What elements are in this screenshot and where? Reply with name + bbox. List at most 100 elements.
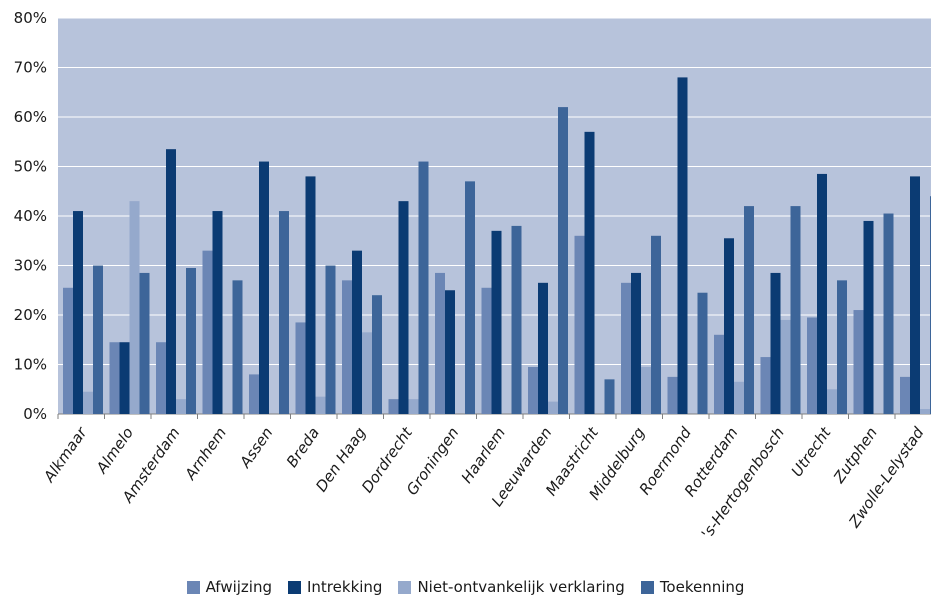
bar: [883, 213, 894, 414]
bar: [176, 399, 186, 414]
x-category-label: Utrecht: [788, 423, 835, 480]
bar: [641, 366, 651, 414]
bar: [295, 322, 306, 414]
bar: [279, 211, 289, 414]
bar: [119, 342, 130, 414]
bar: [574, 235, 585, 414]
bar: [744, 206, 754, 414]
bar: [212, 211, 223, 414]
legend-item: Intrekking: [288, 578, 382, 596]
bar: [584, 131, 595, 414]
bar: [697, 292, 708, 414]
bar: [853, 310, 864, 414]
y-tick-label: 80%: [14, 9, 47, 27]
bar: [837, 280, 847, 414]
y-tick-label: 20%: [14, 306, 47, 324]
bar: [481, 287, 492, 414]
bar: [604, 379, 615, 414]
bar: [863, 220, 874, 414]
legend-swatch: [398, 580, 412, 594]
bar: [900, 376, 910, 414]
bar: [491, 230, 502, 414]
bar: [305, 176, 316, 414]
legend-label: Toekenning: [659, 578, 745, 596]
bar: [93, 265, 103, 414]
x-category-label: Almelo: [92, 424, 137, 477]
y-tick-label: 50%: [14, 158, 47, 176]
bar: [352, 250, 362, 414]
y-tick-label: 10%: [14, 356, 47, 374]
bar: [408, 399, 419, 414]
x-category-label: 's-Hertogenbosch: [698, 424, 788, 542]
bar: [724, 238, 734, 414]
bar: [714, 334, 724, 414]
bar: [109, 342, 120, 414]
bar: [202, 250, 213, 414]
y-tick-label: 70%: [14, 59, 47, 77]
y-tick-label: 0%: [23, 405, 47, 423]
bar: [538, 282, 548, 414]
x-category-label: Breda: [283, 424, 323, 471]
bar: [249, 374, 259, 414]
bar: [83, 391, 93, 414]
bar: [63, 287, 73, 414]
legend-label: Niet-ontvankelijk verklaring: [417, 578, 625, 596]
bar: [139, 272, 150, 414]
y-tick-label: 40%: [14, 207, 47, 225]
legend-swatch: [288, 580, 301, 594]
bar: [362, 332, 372, 414]
legend-swatch: [640, 580, 654, 594]
bar: [259, 161, 269, 414]
bar: [621, 282, 631, 414]
x-category-label: Arnhem: [181, 424, 230, 484]
bar: [817, 173, 827, 414]
bar: [920, 409, 930, 414]
bar: [511, 225, 522, 414]
bar: [186, 267, 196, 414]
bar: [398, 201, 409, 414]
bar: [770, 272, 781, 414]
bar: [418, 161, 429, 414]
legend-item: Afwijzing: [186, 578, 272, 596]
legend: Afwijzing Intrekking Niet-ontvankelijk ver…: [0, 578, 931, 596]
bar: [129, 201, 140, 414]
legend-label: Afwijzing: [205, 578, 272, 596]
bar: [445, 290, 455, 414]
bar: [325, 265, 336, 414]
bar: [465, 181, 475, 414]
bar: [156, 342, 166, 414]
x-category-label: Assen: [236, 424, 277, 472]
legend-label: Intrekking: [307, 578, 383, 596]
bar: [827, 389, 837, 414]
legend-item: Toekenning: [640, 578, 745, 596]
x-category-label: Zutphen: [829, 424, 881, 487]
bar: [342, 280, 352, 414]
bar: [372, 295, 382, 414]
bar: [558, 107, 568, 414]
bar: [73, 211, 83, 414]
y-tick-label: 60%: [14, 108, 47, 126]
bar: [790, 206, 801, 414]
bar: [780, 319, 791, 414]
bar: [315, 396, 326, 414]
legend-item: Niet-ontvankelijk verklaring: [398, 578, 625, 596]
bar: [166, 149, 176, 415]
bar: [435, 272, 445, 414]
bar: [677, 77, 688, 415]
bar: [232, 280, 243, 414]
bar: [631, 272, 641, 414]
bar: [651, 235, 661, 414]
bar: [667, 376, 678, 414]
bar: [388, 399, 399, 414]
bar: [548, 401, 558, 414]
bar: [910, 176, 920, 414]
bar: [528, 366, 538, 414]
bar: [760, 357, 771, 414]
x-category-label: Alkmaar: [39, 423, 91, 486]
bar: [734, 381, 744, 414]
bar: [807, 317, 817, 414]
x-category-label: Haarlem: [458, 424, 509, 487]
y-tick-label: 30%: [14, 257, 47, 275]
